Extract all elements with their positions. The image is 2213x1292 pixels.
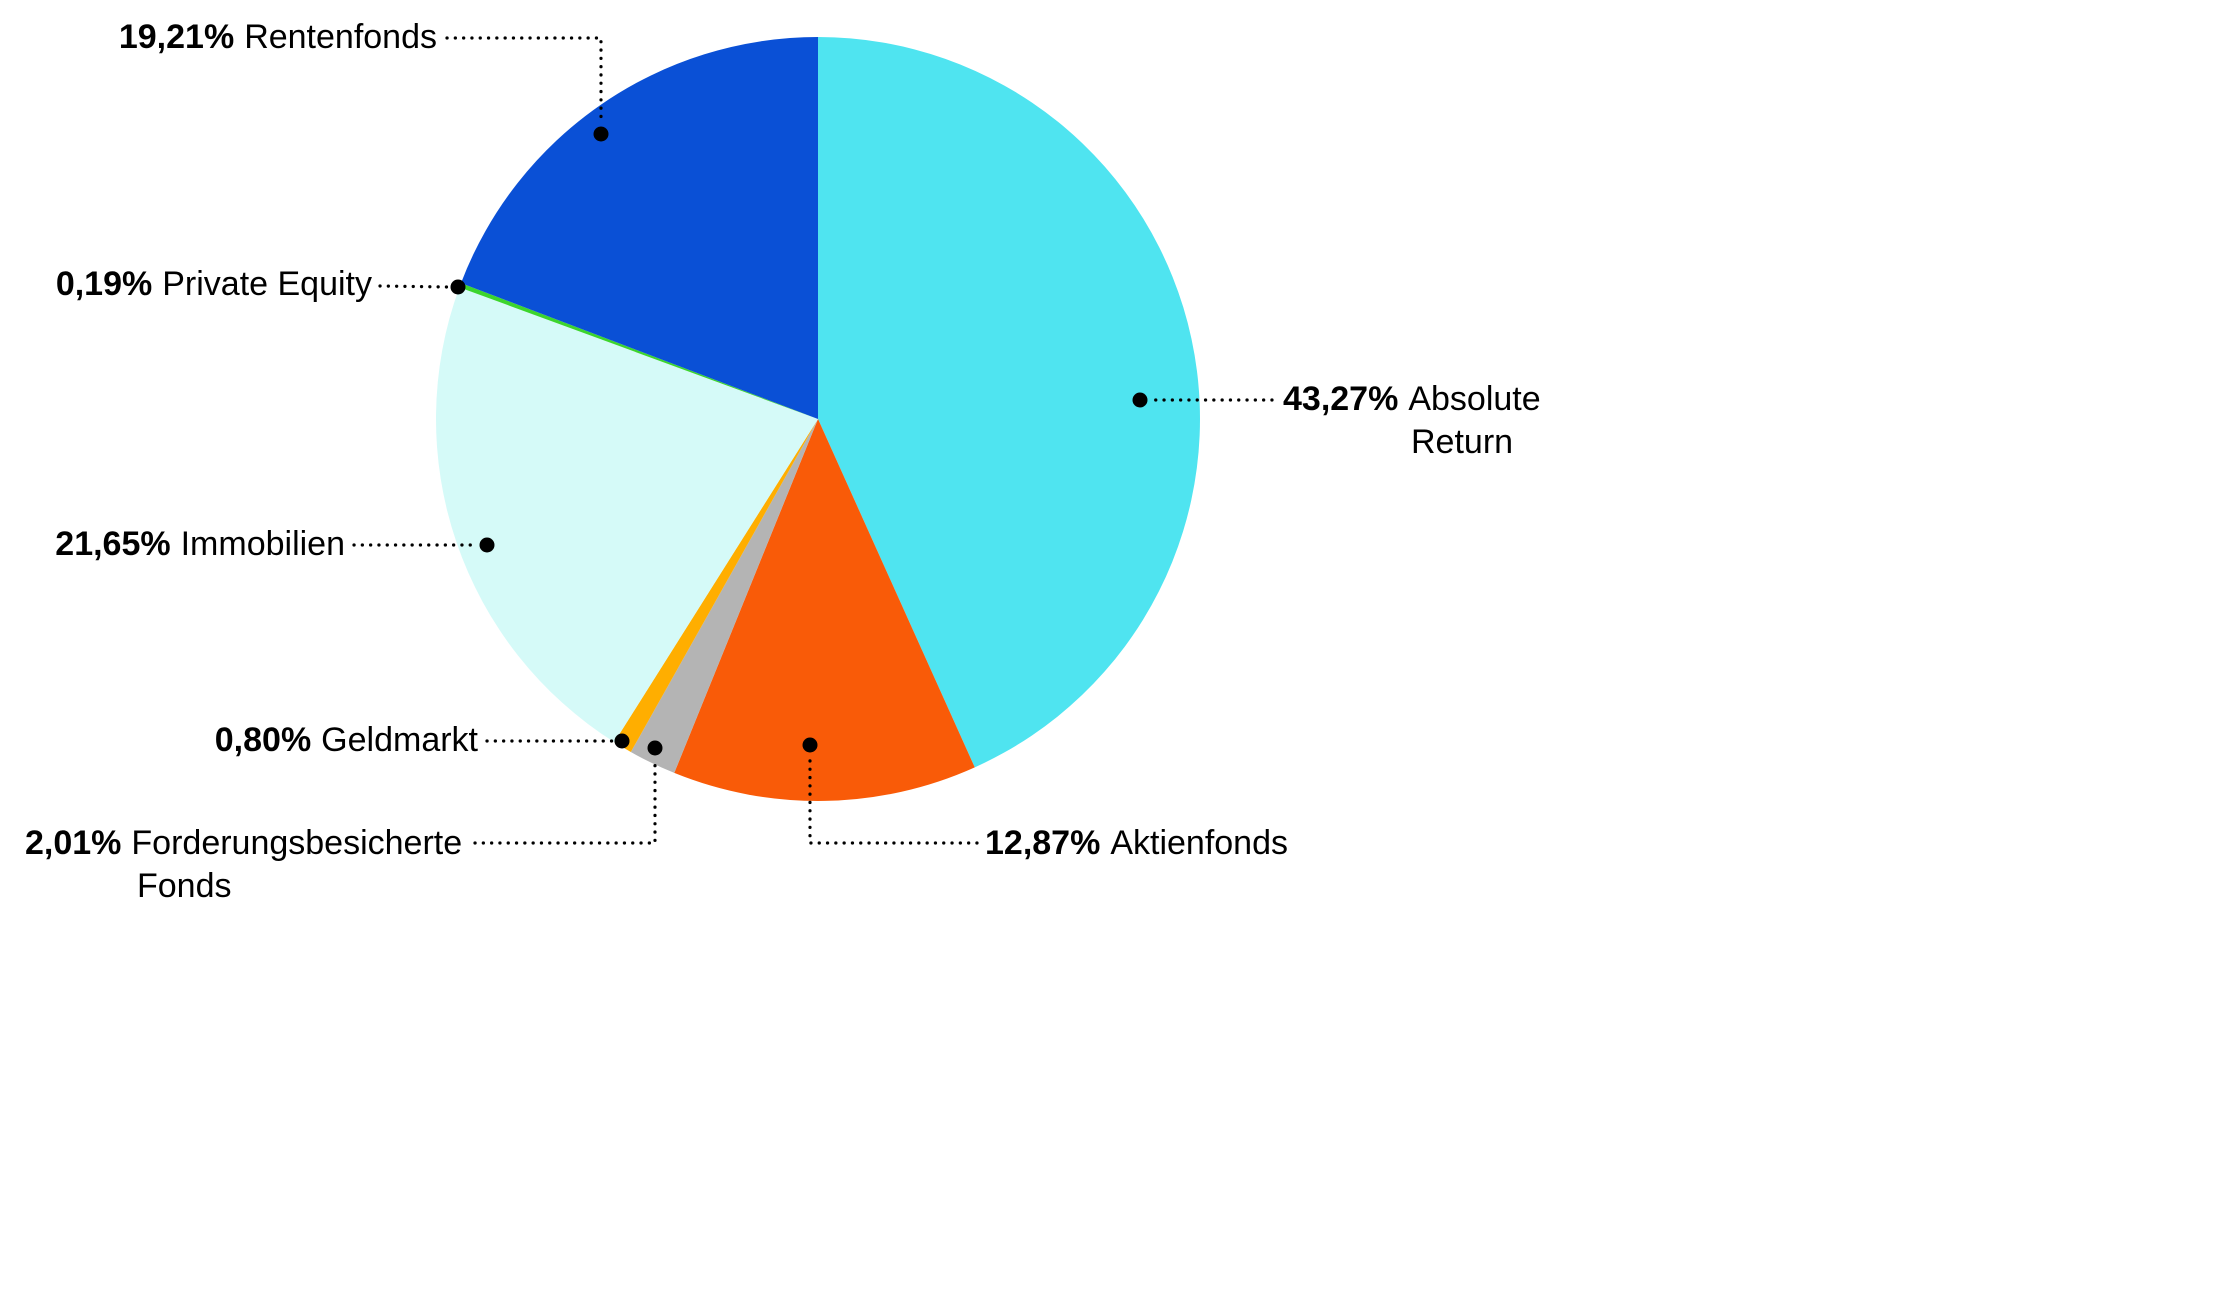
label-line: 43,27% Absolute [1283, 378, 1541, 421]
percent-value: 2,01% [25, 824, 122, 862]
pie-slice-rentenfonds [461, 37, 818, 419]
leader-line-rentenfonds [445, 36, 603, 126]
label-line: 0,19% Private Equity [56, 263, 372, 306]
leader-dot-immobilien [479, 537, 495, 553]
leader-line-aktienfonds [808, 753, 979, 845]
slice-name: Aktienfonds [1110, 824, 1288, 862]
label-line: 12,87% Aktienfonds [985, 822, 1288, 865]
percent-value: 0,80% [214, 721, 312, 759]
leader-line-private-equity [378, 284, 450, 289]
slice-name: Geldmarkt [321, 721, 478, 759]
slice-name: Immobilien [180, 525, 345, 563]
label-absolute-return: 43,27% Absolute Return [1283, 378, 1541, 464]
label-aktienfonds: 12,87% Aktienfonds [985, 822, 1288, 865]
slice-name: Forderungsbesicherte [131, 824, 463, 862]
leader-line-forderungsbesicherte-fonds [473, 756, 657, 845]
label-forderungsbesicherte-fonds: 2,01% Forderungsbesicherte Fonds [25, 822, 462, 908]
leader-dot-forderungsbesicherte-fonds [647, 740, 663, 756]
percent-value: 21,65% [55, 525, 171, 563]
label-rentenfonds: 19,21% Rentenfonds [119, 16, 437, 59]
percent-value: 19,21% [118, 18, 235, 56]
leader-dot-rentenfonds [593, 126, 609, 142]
slice-name-line2: Fonds [137, 867, 232, 905]
slice-name: Rentenfonds [244, 18, 437, 56]
percent-value: 43,27% [1283, 380, 1399, 418]
label-geldmarkt: 0,80% Geldmarkt [215, 719, 478, 762]
label-immobilien: 21,65% Immobilien [55, 523, 345, 566]
pie-slice-immobilien [435, 287, 818, 743]
leader-dot-geldmarkt [614, 733, 630, 749]
label-line: 2,01% Forderungsbesicherte [25, 822, 462, 865]
percent-value: 12,87% [985, 824, 1101, 862]
label-line: 19,21% Rentenfonds [119, 16, 437, 59]
slice-name-line2: Return [1411, 423, 1514, 461]
slice-name: Absolute [1408, 380, 1541, 418]
slice-name: Private Equity [162, 265, 372, 303]
pie-slice-aktienfonds [674, 419, 975, 801]
label-private-equity: 0,19% Private Equity [56, 263, 372, 306]
leader-dot-absolute-return [1132, 392, 1148, 408]
pie-slice-forderungsbesicherte-fonds [630, 419, 818, 773]
leader-dot-private-equity [450, 279, 466, 295]
label-line: 0,80% Geldmarkt [215, 719, 478, 762]
pie-slice-geldmarkt [614, 419, 818, 752]
leader-dot-aktienfonds [802, 737, 818, 753]
percent-value: 0,19% [55, 265, 153, 303]
pie-slice-absolute-return [818, 37, 1200, 768]
label-line: 21,65% Immobilien [55, 523, 345, 566]
pie-slice-private-equity [459, 283, 818, 419]
